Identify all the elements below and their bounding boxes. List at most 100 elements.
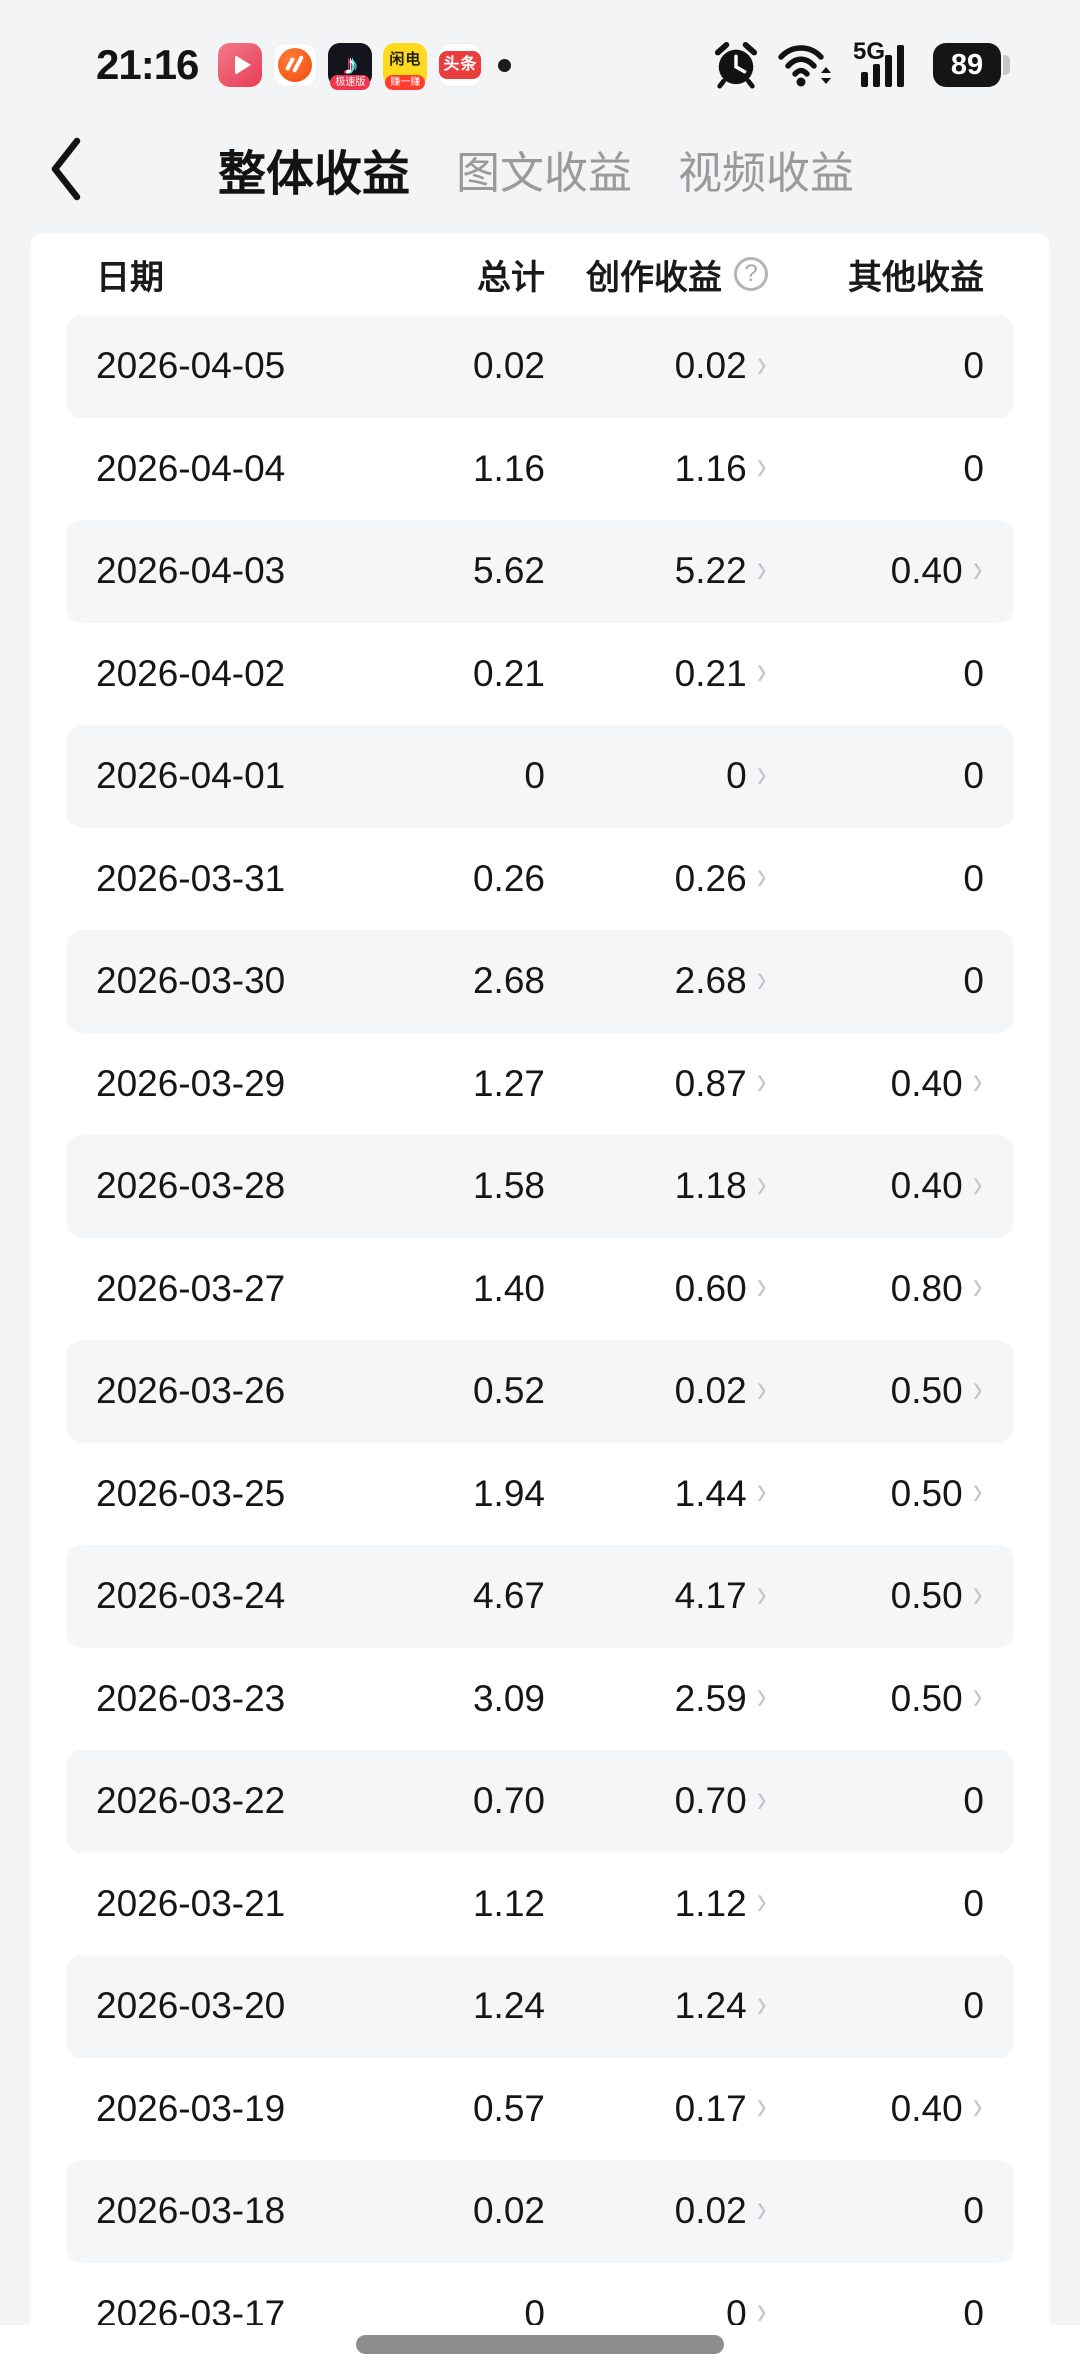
row-creation-income[interactable]: 0 › <box>726 751 767 797</box>
row-date: 2026-03-24 <box>96 1575 286 1617</box>
chevron-right-icon: › <box>756 2084 767 2129</box>
chevron-right-icon: › <box>756 1571 767 1616</box>
douyin-ribbon: 极速版 <box>330 75 371 90</box>
row-total: 2.68 <box>472 960 545 1002</box>
row-other-income: 0 <box>963 1985 984 2027</box>
row-creation-income[interactable]: 2.59 › <box>674 1674 767 1719</box>
row-date: 2026-04-04 <box>96 447 286 489</box>
row-total: 0.70 <box>472 1780 545 1822</box>
row-total: 0.26 <box>472 857 545 899</box>
orange-app-icon <box>273 43 318 87</box>
row-other-income[interactable]: 0.50 › <box>890 1366 983 1412</box>
row-other-income: 0 <box>963 1780 984 1822</box>
status-icons: 5G 89 <box>713 38 1010 89</box>
table-row: 2026-03-26 0.52 0.02 › 0.50 › <box>66 1340 1014 1443</box>
row-total: 0.52 <box>472 1370 545 1412</box>
chevron-right-icon: › <box>756 2186 767 2231</box>
row-creation-income[interactable]: 0.02 › <box>674 2186 767 2232</box>
chevron-right-icon: › <box>756 1059 767 1104</box>
row-creation-income[interactable]: 0.17 › <box>674 2084 767 2129</box>
chevron-right-icon: › <box>972 1674 983 1719</box>
row-date: 2026-04-01 <box>96 755 286 797</box>
tab-overall-income[interactable]: 整体收益 <box>218 147 411 201</box>
row-other-income: 0 <box>963 447 984 489</box>
help-icon[interactable]: ? <box>734 257 768 291</box>
music-note-icon: ♪ <box>343 49 358 80</box>
table-row: 2026-03-28 1.58 1.18 › 0.40 › <box>66 1135 1014 1238</box>
row-creation-income[interactable]: 2.68 › <box>674 956 767 1002</box>
home-indicator[interactable] <box>356 2335 724 2354</box>
header-other-income: 其他收益 <box>848 258 984 297</box>
row-other-income[interactable]: 0.80 › <box>890 1264 983 1309</box>
notification-app-icons: ♪ 极速版 闲电 赚一赚 头条 <box>218 43 483 90</box>
row-date: 2026-03-30 <box>96 960 286 1002</box>
row-other-income[interactable]: 0.50 › <box>890 1674 983 1719</box>
row-creation-income[interactable]: 1.44 › <box>674 1469 767 1514</box>
table-header: 日期 总计 创作收益 ? 其他收益 <box>30 233 1050 315</box>
row-creation-income[interactable]: 5.22 › <box>674 546 767 592</box>
table-row: 2026-04-03 5.62 5.22 › 0.40 › <box>66 520 1014 623</box>
video-app-icon <box>218 43 263 87</box>
row-other-income: 0 <box>963 857 984 899</box>
row-other-income[interactable]: 0.50 › <box>890 1571 983 1617</box>
tab-article-income[interactable]: 图文收益 <box>456 148 633 198</box>
chevron-right-icon: › <box>972 1059 983 1104</box>
row-date: 2026-03-26 <box>96 1370 286 1412</box>
row-other-income[interactable]: 0.50 › <box>890 1469 983 1514</box>
chevron-right-icon: › <box>756 1981 767 2026</box>
income-table-card: 日期 总计 创作收益 ? 其他收益 2026-04-05 0.02 0.02 ›… <box>30 233 1050 2373</box>
row-other-income: 0 <box>963 755 984 797</box>
chevron-right-icon: › <box>756 1264 767 1309</box>
row-creation-income[interactable]: 0.02 › <box>674 341 767 387</box>
row-date: 2026-03-25 <box>96 1472 286 1514</box>
row-creation-income[interactable]: 0.87 › <box>674 1059 767 1104</box>
row-total: 0.21 <box>472 652 545 694</box>
yellow-app-icon: 闲电 赚一赚 <box>383 43 428 90</box>
header-date: 日期 <box>96 258 164 297</box>
row-creation-income[interactable]: 0.21 › <box>674 649 767 694</box>
douyin-app-icon: ♪ 极速版 <box>328 43 373 90</box>
row-other-income[interactable]: 0.40 › <box>890 2084 983 2129</box>
row-creation-income[interactable]: 1.24 › <box>674 1981 767 2027</box>
row-other-income[interactable]: 0.40 › <box>890 546 983 592</box>
chevron-right-icon: › <box>756 444 767 489</box>
row-creation-income[interactable]: 0.70 › <box>674 1776 767 1822</box>
alarm-clock-icon <box>714 42 758 89</box>
row-date: 2026-03-28 <box>96 1165 286 1207</box>
row-total: 0 <box>524 755 545 797</box>
row-creation-income[interactable]: 0 › <box>726 2289 767 2334</box>
chevron-right-icon: › <box>972 1161 983 1206</box>
row-creation-income[interactable]: 4.17 › <box>674 1571 767 1617</box>
tab-video-income[interactable]: 视频收益 <box>678 148 855 198</box>
row-creation-income[interactable]: 0.60 › <box>674 1264 767 1309</box>
table-row: 2026-03-22 0.70 0.70 › 0 <box>66 1750 1014 1853</box>
row-creation-income[interactable]: 1.16 › <box>674 444 767 489</box>
chevron-right-icon: › <box>972 1366 983 1411</box>
chevron-right-icon: › <box>756 1776 767 1821</box>
row-total: 3.09 <box>472 1677 545 1719</box>
row-total: 1.24 <box>472 1985 545 2027</box>
row-creation-income[interactable]: 1.18 › <box>674 1161 767 1207</box>
back-icon[interactable] <box>44 136 88 202</box>
table-row: 2026-03-17 0 0 › 0 <box>66 2263 1014 2366</box>
row-other-income[interactable]: 0.40 › <box>890 1059 983 1104</box>
row-date: 2026-04-03 <box>96 550 286 592</box>
chevron-right-icon: › <box>756 1161 767 1206</box>
row-total: 1.40 <box>472 1267 545 1309</box>
row-other-income[interactable]: 0.40 › <box>890 1161 983 1207</box>
row-creation-income[interactable]: 0.26 › <box>674 854 767 899</box>
chevron-right-icon: › <box>756 2289 767 2334</box>
row-creation-income[interactable]: 1.12 › <box>674 1879 767 1924</box>
chevron-right-icon: › <box>756 956 767 1001</box>
row-other-income: 0 <box>963 652 984 694</box>
table-row: 2026-03-23 3.09 2.59 › 0.50 › <box>66 1648 1014 1751</box>
table-row: 2026-03-21 1.12 1.12 › 0 <box>66 1853 1014 1956</box>
row-date: 2026-03-21 <box>96 1882 286 1924</box>
row-creation-income[interactable]: 0.02 › <box>674 1366 767 1412</box>
row-total: 4.67 <box>472 1575 545 1617</box>
battery-level: 89 <box>933 43 1001 87</box>
table-body: 2026-04-05 0.02 0.02 › 0 2026-04-04 1.16… <box>30 315 1050 2365</box>
cellular-signal-icon: 5G <box>853 38 915 89</box>
row-other-income: 0 <box>963 960 984 1002</box>
